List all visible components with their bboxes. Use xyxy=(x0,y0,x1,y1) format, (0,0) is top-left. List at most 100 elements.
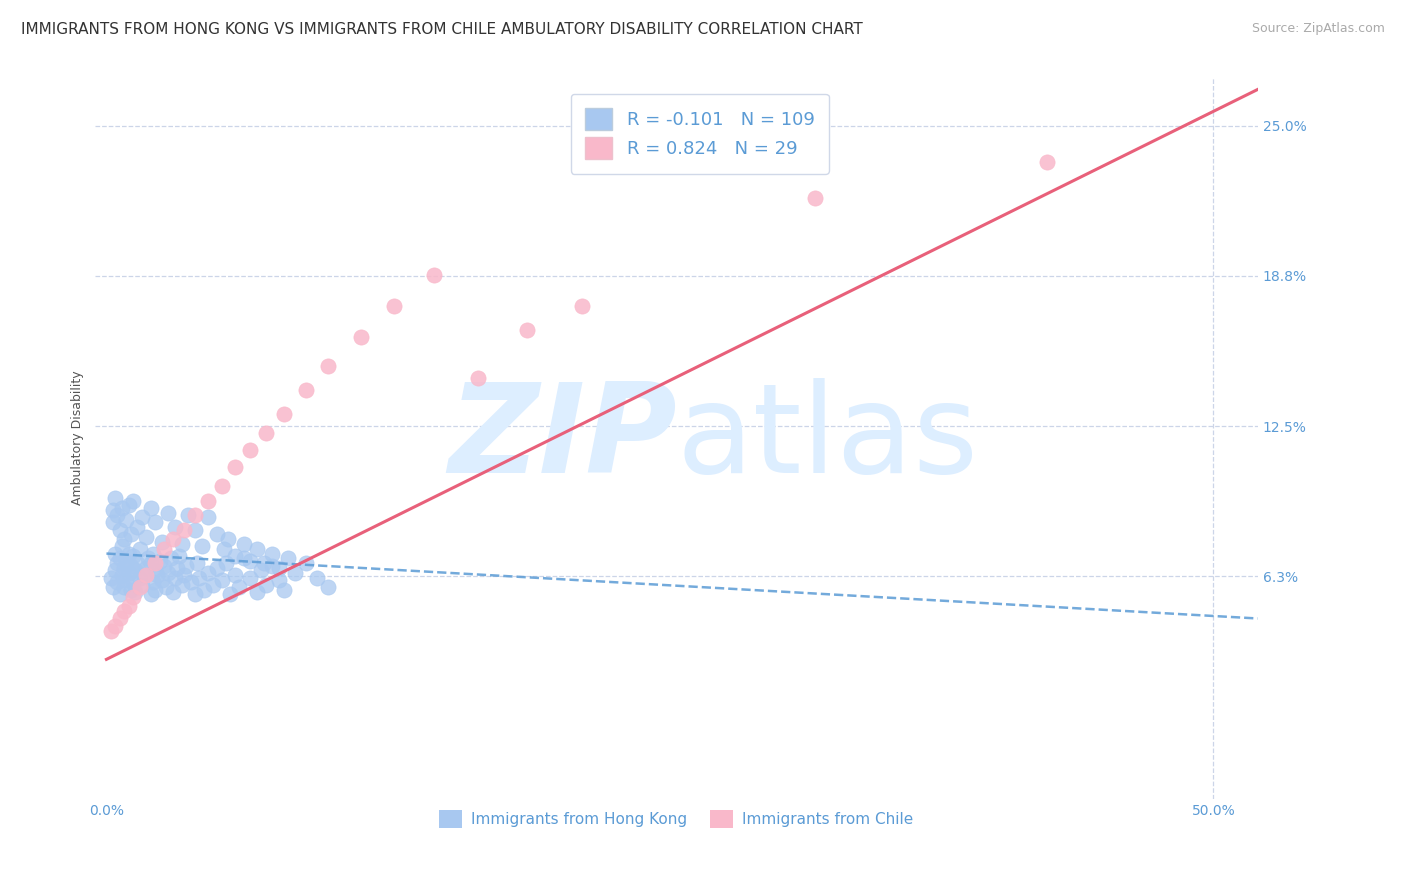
Point xyxy=(135,568,157,582)
Point xyxy=(112,580,135,594)
Point xyxy=(228,580,250,594)
Point xyxy=(132,568,155,582)
Point xyxy=(143,582,166,597)
Point xyxy=(177,508,200,522)
Point xyxy=(211,573,233,587)
Point xyxy=(239,554,262,568)
Point xyxy=(232,537,254,551)
Point xyxy=(239,571,262,585)
Point xyxy=(155,580,177,594)
Point xyxy=(131,510,153,524)
Point xyxy=(174,558,197,573)
Point xyxy=(128,571,150,585)
Text: ZIP: ZIP xyxy=(447,377,676,499)
Point xyxy=(294,556,316,570)
Text: atlas: atlas xyxy=(676,377,979,499)
Point xyxy=(108,611,131,625)
Point xyxy=(165,520,187,534)
Point xyxy=(104,618,127,632)
Point xyxy=(269,573,291,587)
Point xyxy=(111,539,134,553)
Point xyxy=(153,558,176,573)
Point xyxy=(180,575,202,590)
Point xyxy=(232,551,254,566)
Point xyxy=(122,493,145,508)
Point xyxy=(153,541,176,556)
Point xyxy=(100,624,122,638)
Point xyxy=(142,575,165,590)
Point xyxy=(104,563,127,577)
Point xyxy=(250,563,273,577)
Text: IMMIGRANTS FROM HONG KONG VS IMMIGRANTS FROM CHILE AMBULATORY DISABILITY CORRELA: IMMIGRANTS FROM HONG KONG VS IMMIGRANTS … xyxy=(21,22,863,37)
Point xyxy=(382,299,405,313)
Point xyxy=(294,383,316,397)
Point xyxy=(124,585,146,599)
Point xyxy=(166,561,188,575)
Point xyxy=(184,508,207,522)
Point xyxy=(224,568,246,582)
Point xyxy=(1036,154,1059,169)
Point xyxy=(262,558,284,573)
Point xyxy=(173,568,195,582)
Point xyxy=(131,578,153,592)
Text: Source: ZipAtlas.com: Source: ZipAtlas.com xyxy=(1251,22,1385,36)
Point xyxy=(117,566,139,580)
Point xyxy=(205,561,228,575)
Point xyxy=(219,587,242,601)
Legend: Immigrants from Hong Kong, Immigrants from Chile: Immigrants from Hong Kong, Immigrants fr… xyxy=(433,804,920,835)
Point xyxy=(111,568,134,582)
Point xyxy=(122,575,145,590)
Point xyxy=(100,571,122,585)
Point xyxy=(224,549,246,563)
Point xyxy=(173,523,195,537)
Point xyxy=(112,532,135,546)
Point xyxy=(162,532,184,546)
Point xyxy=(273,407,295,421)
Point xyxy=(107,508,129,522)
Point xyxy=(197,510,219,524)
Point xyxy=(135,530,157,544)
Point xyxy=(112,604,135,618)
Point xyxy=(571,299,593,313)
Point xyxy=(211,479,233,493)
Point xyxy=(316,580,339,594)
Point xyxy=(262,547,284,561)
Point xyxy=(135,561,157,575)
Point xyxy=(217,532,239,546)
Point xyxy=(101,580,124,594)
Point xyxy=(184,587,207,601)
Point xyxy=(205,527,228,541)
Point xyxy=(128,580,150,594)
Point xyxy=(122,549,145,563)
Point xyxy=(159,551,181,566)
Point xyxy=(804,191,827,205)
Point xyxy=(423,268,446,282)
Point xyxy=(186,556,208,570)
Point xyxy=(120,527,142,541)
Point xyxy=(143,516,166,530)
Point xyxy=(190,539,212,553)
Point xyxy=(117,499,139,513)
Point xyxy=(212,541,235,556)
Point xyxy=(101,516,124,530)
Point xyxy=(139,500,162,515)
Point xyxy=(117,547,139,561)
Point xyxy=(162,585,184,599)
Point xyxy=(239,443,262,458)
Point xyxy=(120,582,142,597)
Y-axis label: Ambulatory Disability: Ambulatory Disability xyxy=(72,371,84,506)
Point xyxy=(467,371,489,385)
Point xyxy=(201,578,224,592)
Point xyxy=(139,556,162,570)
Point xyxy=(184,523,207,537)
Point xyxy=(128,541,150,556)
Point xyxy=(254,426,277,441)
Point xyxy=(101,503,124,517)
Point xyxy=(165,571,187,585)
Point xyxy=(150,573,173,587)
Point xyxy=(111,500,134,515)
Point xyxy=(115,554,138,568)
Point xyxy=(305,571,328,585)
Point xyxy=(316,359,339,373)
Point xyxy=(115,513,138,527)
